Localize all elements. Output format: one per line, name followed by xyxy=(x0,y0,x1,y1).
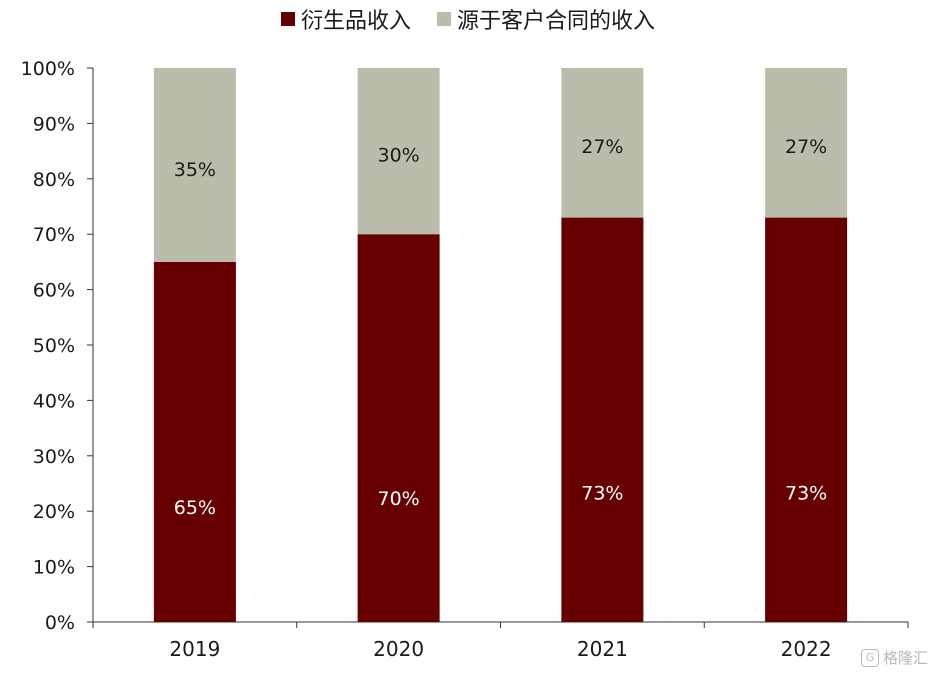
data-label: 27% xyxy=(785,136,827,158)
data-label: 65% xyxy=(174,497,216,519)
x-tick-label: 2022 xyxy=(781,637,832,661)
x-tick-label: 2021 xyxy=(577,637,628,661)
y-tick-label: 90% xyxy=(33,113,75,135)
legend-swatch-contracts xyxy=(437,12,451,26)
data-label: 70% xyxy=(378,488,420,510)
y-tick-label: 40% xyxy=(33,390,75,412)
bar-derivatives-revenue xyxy=(765,217,848,622)
y-tick-label: 30% xyxy=(33,446,75,468)
chart-legend: 衍生品收入 源于客户合同的收入 xyxy=(0,4,936,34)
data-label: 30% xyxy=(378,144,420,166)
data-label: 27% xyxy=(581,136,623,158)
bar-derivatives-revenue xyxy=(357,234,440,622)
x-tick-label: 2019 xyxy=(169,637,220,661)
bar-contract-revenue xyxy=(765,68,848,218)
legend-item-contracts: 源于客户合同的收入 xyxy=(437,3,655,35)
data-label: 73% xyxy=(785,483,827,505)
y-tick-label: 10% xyxy=(33,557,75,579)
bar-derivatives-revenue xyxy=(561,217,644,622)
legend-item-derivatives: 衍生品收入 xyxy=(280,3,411,35)
bar-contract-revenue xyxy=(153,68,236,262)
data-label: 73% xyxy=(581,483,623,505)
y-tick-label: 50% xyxy=(33,335,75,357)
y-tick-label: 100% xyxy=(21,58,75,80)
bar-derivatives-revenue xyxy=(153,261,236,622)
y-tick-label: 80% xyxy=(33,169,75,191)
watermark-logo-icon: G xyxy=(860,648,879,667)
legend-swatch-derivatives xyxy=(280,12,295,26)
watermark: G 格隆汇 xyxy=(860,647,928,668)
legend-label-contracts: 源于客户合同的收入 xyxy=(457,9,656,34)
watermark-text: 格隆汇 xyxy=(882,649,928,667)
y-tick-label: 70% xyxy=(33,224,75,246)
bar-contract-revenue xyxy=(561,68,644,218)
y-tick-label: 60% xyxy=(33,280,75,302)
x-tick-label: 2020 xyxy=(373,637,424,661)
y-tick-label: 0% xyxy=(45,612,75,634)
y-tick-label: 20% xyxy=(33,501,75,523)
legend-label-derivatives: 衍生品收入 xyxy=(300,9,411,34)
data-label: 35% xyxy=(174,159,216,181)
bar-contract-revenue xyxy=(357,68,440,235)
